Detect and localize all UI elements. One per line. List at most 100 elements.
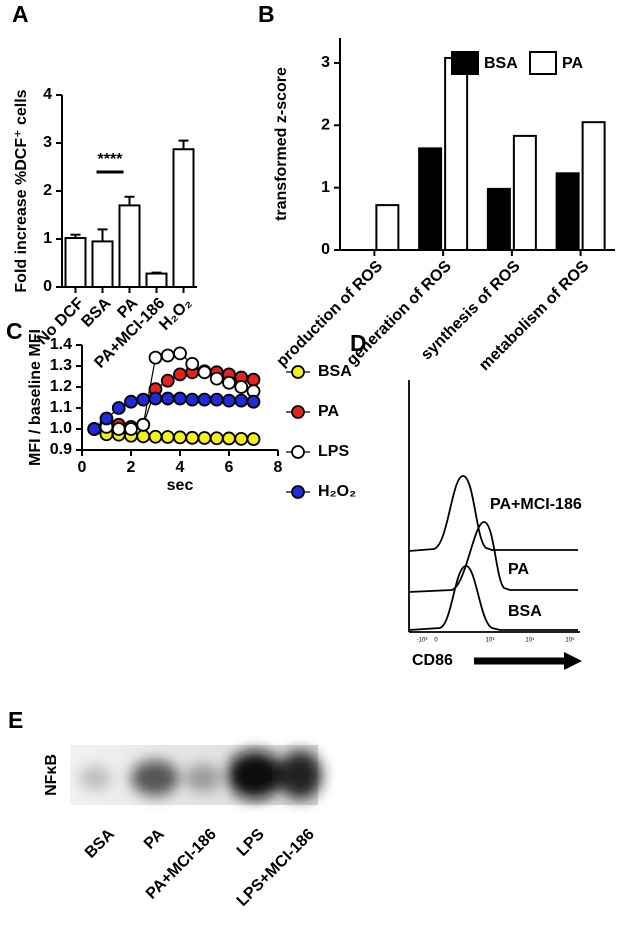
y-tick-label: 2 [43, 182, 52, 199]
histogram-curve [408, 565, 578, 631]
data-point [185, 430, 200, 445]
y-axis-label: transformed z-score [273, 67, 290, 221]
blot-band [278, 751, 322, 799]
x-tick-label: 0 [78, 459, 87, 476]
data-point [185, 392, 200, 407]
bar [64, 237, 87, 288]
data-point [160, 391, 175, 406]
data-point [234, 431, 249, 446]
data-point [173, 346, 187, 361]
blot-band [227, 751, 283, 799]
legend-label: PA [562, 55, 583, 72]
data-point [111, 422, 126, 436]
arrow-head [564, 652, 582, 670]
data-point [160, 348, 175, 363]
data-point [160, 373, 175, 388]
y-axis-label: Fold increase %DCF⁺ cells [13, 89, 30, 292]
data-point [209, 392, 224, 407]
data-point [246, 372, 261, 387]
bar [118, 204, 141, 288]
histogram-curve [408, 475, 578, 552]
axis-label: NFκB [43, 754, 60, 796]
data-point [160, 430, 175, 444]
histogram-label: BSA [508, 603, 542, 620]
bar [555, 172, 580, 251]
data-point [222, 393, 236, 408]
legend-label: H₂O₂ [318, 483, 356, 500]
data-point [209, 371, 224, 386]
bar [444, 56, 469, 251]
y-tick-label: 3 [321, 54, 330, 71]
data-point [209, 431, 224, 446]
x-axis-label: sec [167, 477, 194, 494]
bar [418, 147, 443, 251]
lane-label: BSA [82, 825, 118, 861]
panel-label: B [258, 1, 275, 27]
histogram-curve [408, 521, 578, 593]
data-point [246, 432, 261, 446]
blot-band [79, 766, 111, 790]
bar [512, 134, 537, 251]
lane-label: PA [141, 825, 168, 852]
data-point [124, 394, 138, 409]
y-tick-label: 0 [321, 241, 330, 258]
data-point [136, 417, 151, 432]
axis-label: CD86 [412, 652, 453, 669]
panel-label: E [8, 707, 23, 733]
legend-label: BSA [318, 363, 352, 380]
x-tick-label: 10⁵ [565, 637, 575, 644]
data-point [173, 391, 187, 406]
legend-label: PA [318, 403, 339, 420]
data-point [148, 350, 163, 365]
series-line [94, 352, 254, 430]
data-point [124, 422, 138, 436]
y-tick-label: 1.3 [50, 357, 72, 374]
legend-marker [291, 405, 305, 419]
data-point [173, 367, 187, 382]
data-point [87, 422, 102, 436]
histogram-label: PA+MCI-186 [490, 496, 582, 513]
y-tick-label: 1.0 [50, 420, 72, 437]
panel-label: A [12, 1, 29, 27]
bar [375, 204, 400, 251]
data-point [222, 431, 236, 446]
panel-label: C [6, 318, 23, 344]
x-tick-label: 10⁴ [525, 637, 535, 644]
x-tick-label: 0 [434, 638, 438, 644]
data-point [173, 430, 187, 445]
bar [486, 187, 511, 251]
bar [91, 240, 114, 288]
data-point [148, 429, 163, 444]
legend-label: LPS [318, 443, 349, 460]
data-point [111, 401, 126, 415]
histogram-label: PA [508, 561, 529, 578]
data-point [197, 392, 212, 407]
y-tick-label: 0 [43, 278, 52, 295]
legend-swatch [451, 51, 479, 75]
data-point [197, 365, 212, 380]
bar [581, 121, 606, 251]
x-tick-label: 10³ [486, 638, 495, 644]
data-point [234, 393, 249, 408]
blot-band [131, 760, 179, 796]
data-point [99, 411, 114, 426]
bar [172, 148, 195, 288]
data-point [136, 392, 151, 407]
data-point [148, 391, 163, 406]
panel-label: D [350, 330, 367, 356]
annotation: **** [98, 151, 124, 168]
x-tick-label: -10³ [417, 638, 428, 644]
legend-swatch [529, 51, 557, 75]
data-point [222, 375, 236, 390]
legend-label: BSA [484, 55, 518, 72]
y-tick-label: 1 [43, 230, 52, 247]
y-tick-label: 0.9 [50, 441, 72, 458]
blot [70, 745, 322, 805]
data-point [197, 431, 212, 445]
data-point [136, 429, 151, 444]
data-point [185, 356, 200, 371]
x-tick-label: 8 [274, 459, 283, 476]
legend-marker [291, 485, 305, 499]
y-tick-label: 1.4 [50, 336, 72, 353]
